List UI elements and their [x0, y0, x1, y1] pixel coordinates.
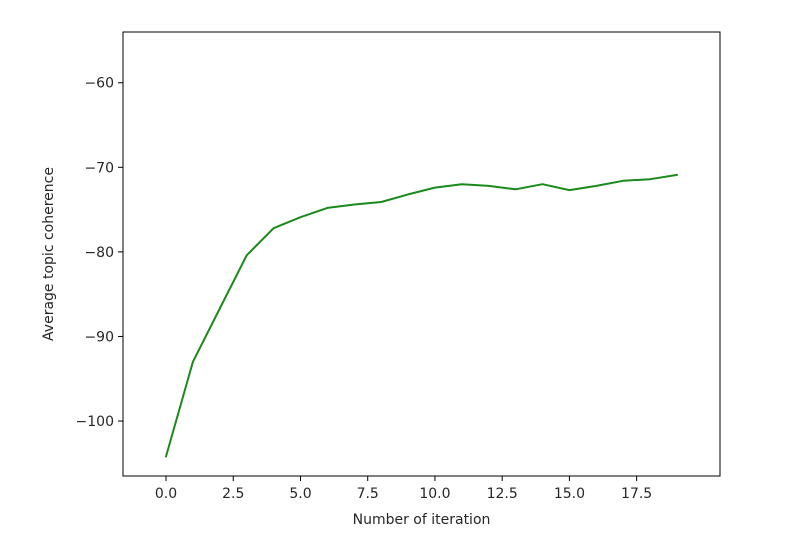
y-tick-label: −80 [84, 245, 114, 261]
x-tick-label: 12.5 [487, 486, 518, 502]
series-line [165, 173, 678, 458]
x-tick-label: 10.0 [419, 486, 450, 502]
y-tick-label: −100 [76, 414, 114, 430]
x-axis-ticks: 0.0 2.5 5.0 7.5 10.0 12.5 15.0 17.5 [155, 476, 652, 502]
y-tick-label: −60 [84, 76, 114, 92]
y-axis-ticks: −60 −70 −80 −90 −100 [76, 76, 123, 430]
x-tick-label: 5.0 [289, 486, 311, 502]
x-tick-label: 2.5 [222, 486, 244, 502]
x-axis-title: Number of iteration [353, 512, 491, 528]
x-tick-label: 7.5 [357, 486, 379, 502]
plot-frame [122, 31, 721, 477]
x-tick-label: 17.5 [621, 486, 652, 502]
x-tick-label: 0.0 [155, 486, 177, 502]
y-axis-title: Average topic coherence [41, 167, 57, 341]
y-tick-label: −90 [84, 329, 114, 345]
y-tick-label: −70 [84, 160, 114, 176]
x-tick-label: 15.0 [554, 486, 585, 502]
